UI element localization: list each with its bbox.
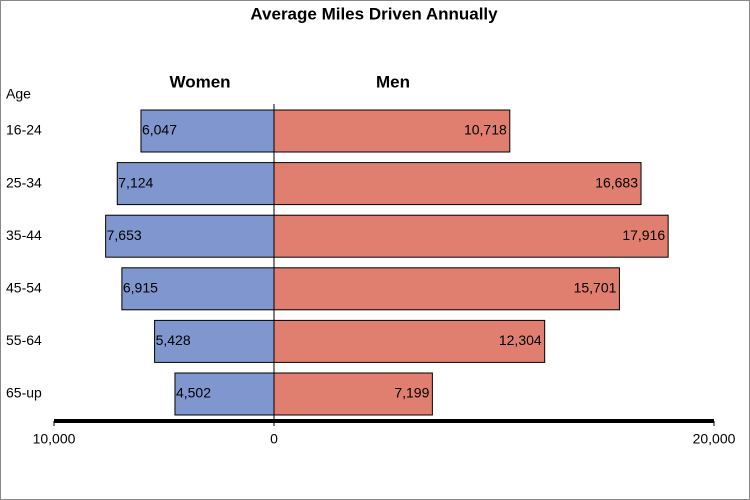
value-label: 16,683 (595, 174, 638, 190)
value-label: 4,502 (176, 385, 211, 401)
bar (273, 162, 642, 206)
bar (116, 162, 275, 206)
bar (154, 319, 275, 363)
y-tick-label: 55-64 (6, 332, 42, 348)
y-tick-label: 16-24 (6, 122, 42, 138)
bar (273, 109, 511, 153)
value-label: 15,701 (574, 280, 617, 296)
value-label: 10,718 (464, 122, 507, 138)
bar (273, 372, 433, 416)
category-axis-label: Age (6, 86, 31, 102)
bar (105, 214, 275, 258)
value-label: 17,916 (622, 227, 665, 243)
x-tick-label: 10,000 (33, 431, 76, 447)
bar (140, 109, 275, 153)
bar (174, 372, 275, 416)
bar (121, 267, 275, 311)
value-label: 7,199 (394, 385, 429, 401)
value-label: 6,047 (142, 122, 177, 138)
chart-title: Average Miles Driven Annually (250, 4, 498, 23)
value-label: 12,304 (499, 332, 542, 348)
bar (273, 214, 669, 258)
x-tick-label: 20,000 (693, 431, 736, 447)
y-tick-label: 65-up (6, 385, 42, 401)
x-tick-label: 0 (270, 431, 278, 447)
series-header: Men (376, 72, 410, 91)
bar (273, 267, 620, 311)
value-label: 7,124 (118, 174, 153, 190)
y-tick-label: 25-34 (6, 174, 42, 190)
value-label: 5,428 (156, 332, 191, 348)
value-label: 6,915 (123, 280, 158, 296)
value-label: 7,653 (107, 227, 142, 243)
y-tick-label: 35-44 (6, 227, 42, 243)
y-tick-label: 45-54 (6, 280, 42, 296)
series-header: Women (169, 72, 230, 91)
